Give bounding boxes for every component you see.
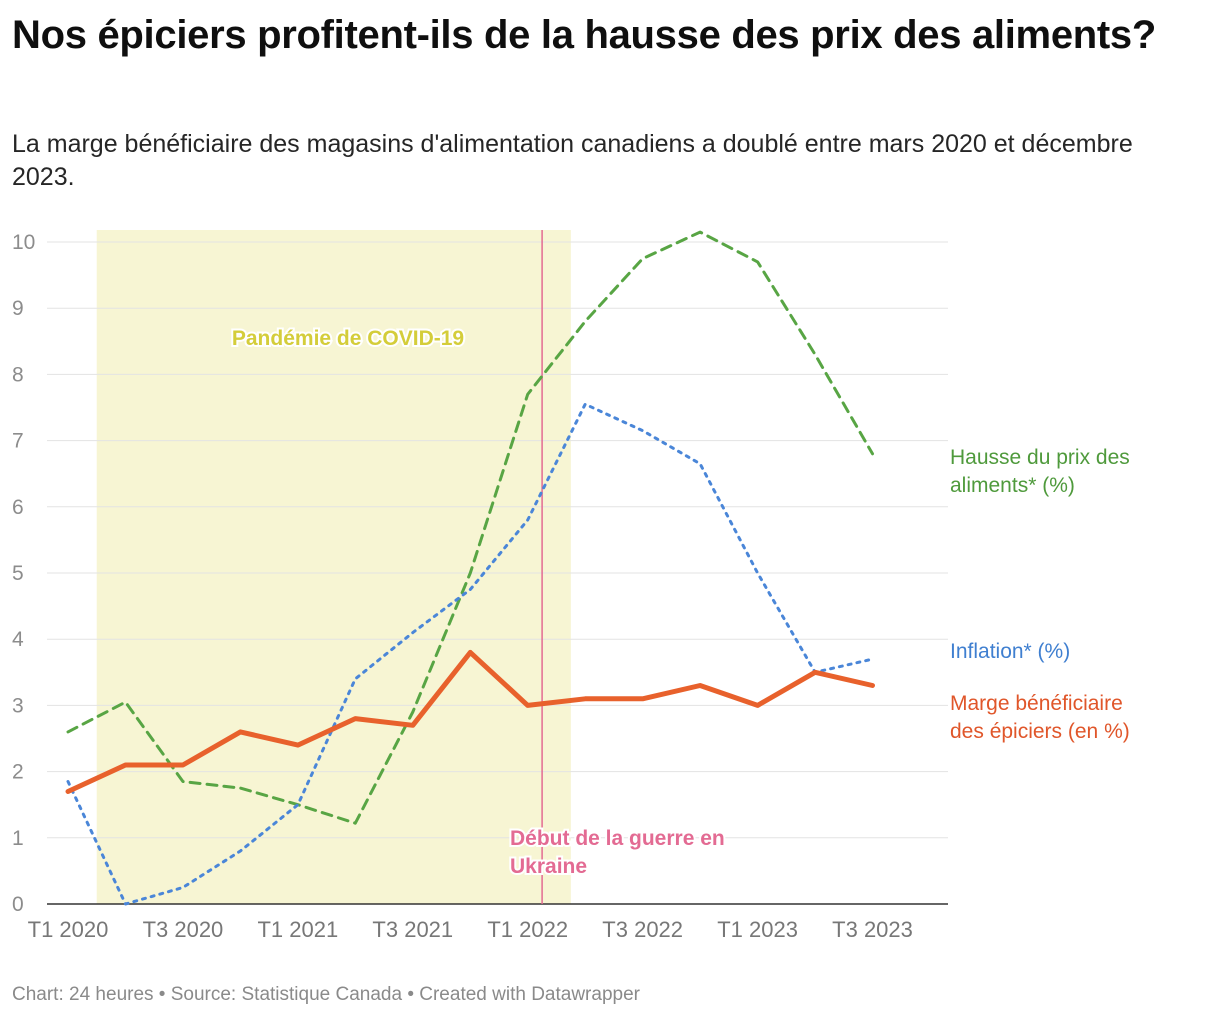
- chart-footer: Chart: 24 heures • Source: Statistique C…: [12, 984, 640, 1005]
- series-line-1: [66, 402, 874, 906]
- grid-lines: [47, 241, 948, 839]
- covid-pandemic-band: [96, 230, 571, 904]
- x-tick-label: T3 2020: [143, 917, 224, 942]
- series-label-0: Hausse du prix des: [950, 446, 1130, 469]
- x-axis-ticks: T1 2020 T3 2020 T1 2021 T3 2021 T1 2022 T3 20…: [28, 917, 913, 942]
- ukraine-war-annotation-line: Début de la guerre en: [510, 827, 725, 850]
- y-tick-label: 5: [12, 562, 24, 585]
- series-label-2: Marge bénéficiaire: [950, 692, 1123, 715]
- chart-subtitle: La marge bénéficiaire des magasins d'ali…: [12, 130, 1133, 191]
- line-chart: 0 1 2 3 4 5 6 7 8 9 10 T1 2020 T3 2020 T1 2021 T3 202…: [12, 230, 1130, 942]
- x-tick-label: T3 2022: [602, 917, 683, 942]
- x-tick-label: T1 2021: [257, 917, 338, 942]
- x-tick-label: T1 2023: [717, 917, 798, 942]
- series-label-0: aliments* (%): [950, 474, 1075, 497]
- x-tick-label: T3 2021: [372, 917, 453, 942]
- series-label-1: Inflation* (%): [950, 640, 1070, 663]
- y-tick-label: 8: [12, 363, 24, 386]
- x-tick-label: T3 2023: [832, 917, 913, 942]
- y-tick-label: 1: [12, 827, 24, 850]
- series-lines: [65, 230, 875, 906]
- y-tick-label: 10: [12, 231, 35, 254]
- y-axis-ticks: 0 1 2 3 4 5 6 7 8 9 10: [12, 231, 35, 916]
- series-labels: Hausse du prix des aliments* (%) Inflation…: [950, 446, 1130, 743]
- y-tick-label: 2: [12, 761, 24, 784]
- x-tick-label: T1 2022: [487, 917, 568, 942]
- y-tick-label: 3: [12, 694, 24, 717]
- series-line-0: [66, 230, 874, 825]
- ukraine-war-annotation: Début de la guerre en Ukraine: [510, 827, 725, 878]
- y-tick-label: 0: [12, 893, 24, 916]
- x-tick-label: T1 2020: [28, 917, 109, 942]
- y-tick-label: 9: [12, 297, 24, 320]
- series-label-2: des épiciers (en %): [950, 720, 1130, 743]
- chart-title: Nos épiciers profitent-ils de la hausse …: [12, 13, 1156, 57]
- ukraine-war-annotation-line: Ukraine: [510, 855, 587, 878]
- y-tick-label: 4: [12, 628, 24, 651]
- covid-annotation: Pandémie de COVID-19: [232, 327, 464, 350]
- annotations: Pandémie de COVID-19 Début de la guerre …: [230, 325, 727, 880]
- y-tick-label: 7: [12, 430, 24, 453]
- y-tick-label: 6: [12, 496, 24, 519]
- series-line-2: [65, 649, 875, 794]
